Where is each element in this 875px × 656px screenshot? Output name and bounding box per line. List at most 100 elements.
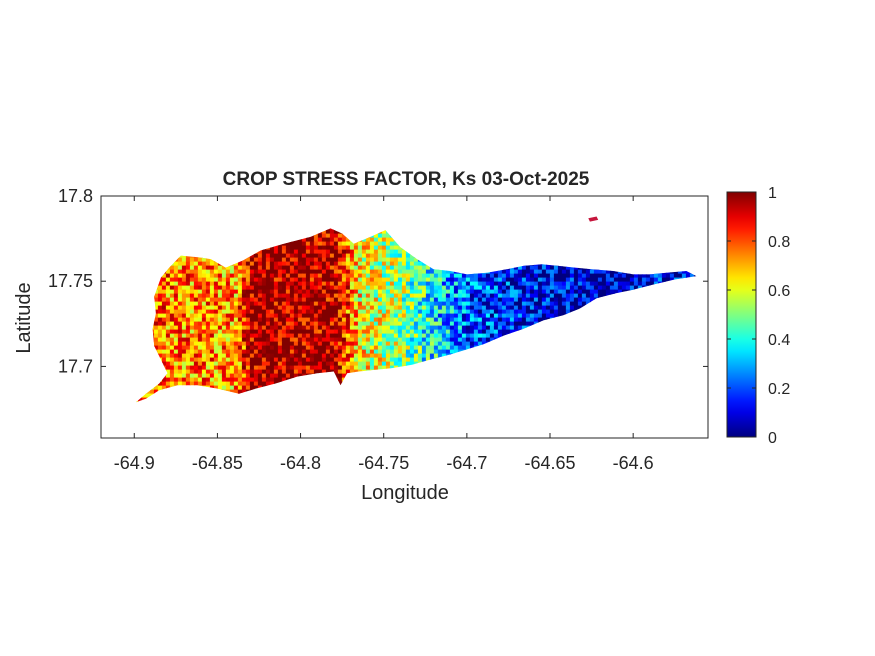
ks-cell xyxy=(209,285,215,291)
ks-cell xyxy=(533,293,539,299)
ks-cell xyxy=(293,297,299,303)
ks-cell xyxy=(505,285,511,291)
ks-cell xyxy=(545,285,551,291)
ks-cell xyxy=(221,321,227,327)
ks-cell xyxy=(185,357,191,363)
ks-cell xyxy=(297,329,303,335)
ks-cell xyxy=(293,273,299,279)
ks-cell xyxy=(469,301,475,307)
ks-cell xyxy=(217,273,223,279)
ks-cell xyxy=(269,341,275,347)
ks-cell xyxy=(277,353,283,359)
ks-cell xyxy=(333,289,339,295)
ks-cell xyxy=(273,313,279,319)
ks-cell xyxy=(341,281,347,287)
ks-cell xyxy=(181,281,187,287)
ks-cell xyxy=(285,273,291,279)
ks-cell xyxy=(505,321,511,327)
ks-cell xyxy=(197,277,203,283)
ks-cell xyxy=(269,281,275,287)
ks-cell xyxy=(421,321,427,327)
ks-cell xyxy=(241,305,247,311)
ks-cell xyxy=(385,289,391,295)
ks-cell xyxy=(417,341,423,347)
ks-cell xyxy=(197,353,203,359)
ks-cell xyxy=(337,309,343,315)
ks-cell xyxy=(241,273,247,279)
ks-cell xyxy=(213,277,219,283)
ks-cell xyxy=(465,289,471,295)
ks-cell xyxy=(209,353,215,359)
ks-cell xyxy=(297,321,303,327)
ks-cell xyxy=(325,301,331,307)
ks-cell xyxy=(489,293,495,299)
ks-cell xyxy=(625,281,631,287)
ks-cell xyxy=(441,317,447,323)
ks-cell xyxy=(249,281,255,287)
ks-cell xyxy=(313,313,319,319)
ks-cell xyxy=(269,313,275,319)
ks-cell xyxy=(241,337,247,343)
ks-cell xyxy=(209,313,215,319)
ks-cell xyxy=(493,321,499,327)
ks-cell xyxy=(253,353,259,359)
ks-cell xyxy=(609,269,615,275)
ks-cell xyxy=(605,281,611,287)
ks-cell xyxy=(389,241,395,247)
ks-cell xyxy=(461,289,467,295)
ks-cell xyxy=(425,337,431,343)
ks-cell xyxy=(173,309,179,315)
ks-cell xyxy=(353,285,359,291)
ks-cell xyxy=(213,309,219,315)
ks-cell xyxy=(385,349,391,355)
ks-cell xyxy=(321,309,327,315)
ks-cell xyxy=(497,293,503,299)
ks-cell xyxy=(677,273,683,279)
ks-cell xyxy=(537,309,543,315)
ks-cell xyxy=(281,265,287,271)
ks-cell xyxy=(265,337,271,343)
ks-cell xyxy=(205,301,211,307)
ks-cell xyxy=(389,261,395,267)
ks-cell xyxy=(357,297,363,303)
ks-cell xyxy=(189,325,195,331)
ks-cell xyxy=(217,277,223,283)
ks-cell xyxy=(365,345,371,351)
ks-cell xyxy=(381,269,387,275)
ks-cell xyxy=(161,277,167,283)
ks-cell xyxy=(225,329,231,335)
ks-cell xyxy=(533,297,539,303)
ks-cell xyxy=(401,257,407,263)
ks-cell xyxy=(445,273,451,279)
ks-cell xyxy=(389,281,395,287)
ks-cell xyxy=(501,321,507,327)
ks-cell xyxy=(369,273,375,279)
ks-cell xyxy=(477,325,483,331)
ks-cell xyxy=(449,329,455,335)
ks-cell xyxy=(221,285,227,291)
ks-cell xyxy=(573,297,579,303)
ks-cell xyxy=(345,309,351,315)
ks-cell xyxy=(369,317,375,323)
ks-cell xyxy=(409,337,415,343)
ks-cell xyxy=(385,249,391,255)
ks-cell xyxy=(569,289,575,295)
ks-cell xyxy=(553,285,559,291)
ks-cell xyxy=(357,301,363,307)
ks-cell xyxy=(265,261,271,267)
ks-cell xyxy=(289,269,295,275)
ks-cell xyxy=(309,257,315,263)
ks-cell xyxy=(497,317,503,323)
ks-cell xyxy=(453,305,459,311)
ks-cell xyxy=(301,341,307,347)
ks-cell xyxy=(309,277,315,283)
ks-cell xyxy=(353,313,359,319)
ks-cell xyxy=(213,341,219,347)
ks-cell xyxy=(285,253,291,259)
ks-cell xyxy=(157,349,163,355)
ks-cell xyxy=(345,305,351,311)
ks-cell xyxy=(473,317,479,323)
ks-cell xyxy=(293,337,299,343)
ks-cell xyxy=(181,337,187,343)
ks-cell xyxy=(193,301,199,307)
